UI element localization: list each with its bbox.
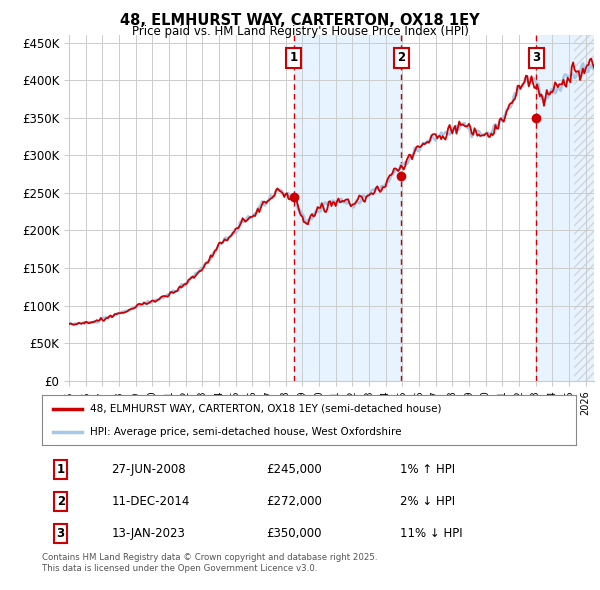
Text: 2: 2 — [397, 51, 406, 64]
Text: HPI: Average price, semi-detached house, West Oxfordshire: HPI: Average price, semi-detached house,… — [90, 427, 401, 437]
Bar — [577, 35, 594, 381]
Text: Contains HM Land Registry data © Crown copyright and database right 2025.
This d: Contains HM Land Registry data © Crown c… — [42, 553, 377, 573]
Text: 11-DEC-2014: 11-DEC-2014 — [112, 495, 190, 508]
Text: £245,000: £245,000 — [266, 463, 322, 476]
Text: £272,000: £272,000 — [266, 495, 322, 508]
Bar — [574, 35, 594, 381]
Bar — [294, 35, 401, 381]
Bar — [536, 35, 594, 381]
Text: 1: 1 — [290, 51, 298, 64]
Text: 2% ↓ HPI: 2% ↓ HPI — [400, 495, 455, 508]
Text: 48, ELMHURST WAY, CARTERTON, OX18 1EY (semi-detached house): 48, ELMHURST WAY, CARTERTON, OX18 1EY (s… — [90, 404, 442, 414]
Text: £350,000: £350,000 — [266, 527, 322, 540]
Text: 1% ↑ HPI: 1% ↑ HPI — [400, 463, 455, 476]
Text: 27-JUN-2008: 27-JUN-2008 — [112, 463, 186, 476]
Text: 13-JAN-2023: 13-JAN-2023 — [112, 527, 185, 540]
Text: 48, ELMHURST WAY, CARTERTON, OX18 1EY: 48, ELMHURST WAY, CARTERTON, OX18 1EY — [120, 13, 480, 28]
Text: 11% ↓ HPI: 11% ↓ HPI — [400, 527, 463, 540]
Text: 3: 3 — [532, 51, 541, 64]
Text: 3: 3 — [56, 527, 65, 540]
Text: 1: 1 — [56, 463, 65, 476]
Text: Price paid vs. HM Land Registry's House Price Index (HPI): Price paid vs. HM Land Registry's House … — [131, 25, 469, 38]
Text: 2: 2 — [56, 495, 65, 508]
